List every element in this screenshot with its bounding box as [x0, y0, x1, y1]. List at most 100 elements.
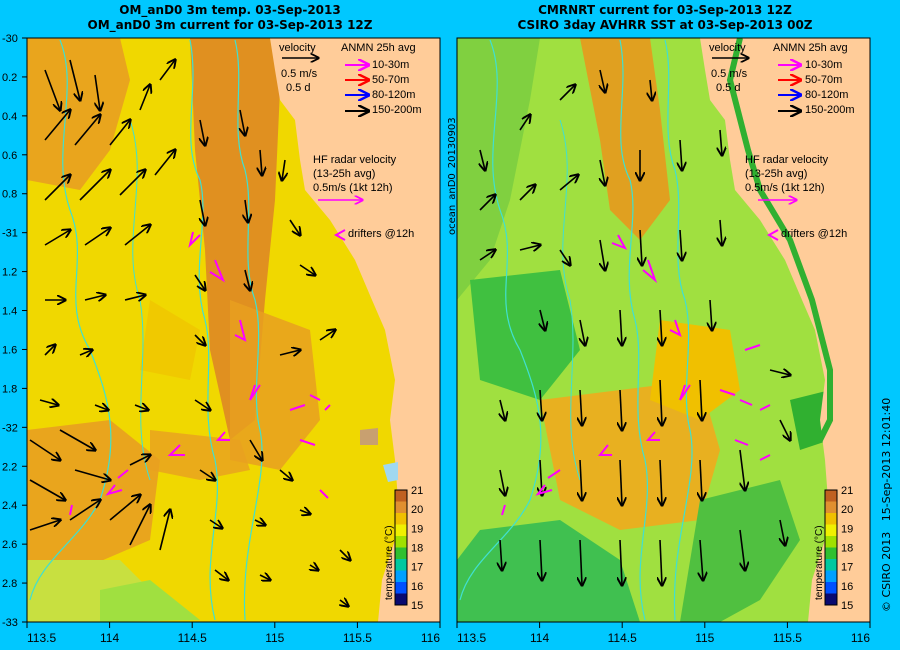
velocity-scale-left: 0.5 m/s 0.5 d — [281, 67, 317, 95]
x-tick-label: 114 — [530, 631, 549, 645]
right-title-line1: CMRNRT current for 03-Sep-2013 12Z — [538, 3, 792, 17]
colorbar-tick: 20 — [411, 504, 423, 516]
x-tick-label: 116 — [851, 631, 870, 645]
depth-150-200-right: 150-200m — [805, 104, 855, 116]
colorbar-tick: 20 — [841, 504, 853, 516]
colorbar-tick: 21 — [841, 485, 853, 497]
hf-legend-left: HF radar velocity (13-25h avg) 0.5m/s (1… — [313, 153, 396, 195]
y-tick-label: 1.2 — [2, 267, 17, 279]
right-title: CMRNRT current for 03-Sep-2013 12Z CSIRO… — [455, 3, 875, 33]
x-tick-label: 114 — [100, 631, 119, 645]
hf-avg: (13-25h avg) — [313, 168, 376, 180]
colorbar-label: temperature (°C) — [814, 525, 825, 600]
colorbar-swatch — [825, 490, 837, 502]
colorbar-swatch — [395, 513, 407, 525]
depth-50-70-right: 50-70m — [805, 74, 843, 86]
depth-80-120: 80-120m — [372, 89, 416, 101]
colorbar-tick: 18 — [841, 543, 853, 555]
x-axis: 113.5 114 114.5 115 115.5 116 113.5 114 114.5 115… — [26, 622, 871, 645]
speed-label: 0.5 m/s — [281, 68, 318, 80]
depth-10-30-right: 10-30m — [805, 59, 843, 71]
colorbar-swatch — [825, 524, 837, 536]
velocity-label: velocity — [279, 42, 316, 54]
depth-80-120-right: 80-120m — [805, 89, 849, 101]
colorbar-swatch — [825, 559, 837, 571]
y-tick-label: 2.8 — [2, 578, 17, 590]
colorbar-swatch — [395, 524, 407, 536]
colorbar-swatch — [825, 593, 837, 605]
colorbar-tick: 16 — [841, 581, 853, 593]
hf-scale-right: 0.5m/s (1kt 12h) — [745, 182, 825, 194]
drifters-label-right: drifters @12h — [781, 228, 848, 240]
colorbar-tick: 18 — [411, 543, 423, 555]
duration-label: 0.5 d — [286, 82, 311, 94]
hf-scale: 0.5m/s (1kt 12h) — [313, 182, 393, 194]
legend-right — [712, 58, 800, 241]
x-tick-label: 113.5 — [457, 631, 486, 645]
left-title-line1: OM_anD0 3m temp. 03-Sep-2013 — [119, 3, 341, 17]
depth-list-right: 10-30m 50-70m 80-120m 150-200m — [805, 58, 855, 118]
colorbar-swatch — [395, 501, 407, 513]
x-tick-label: 115 — [695, 631, 714, 645]
colorbar-swatch — [395, 582, 407, 594]
velocity-legend-left: velocity — [279, 42, 316, 54]
colorbar-swatch — [395, 559, 407, 571]
y-tick-label: 1.8 — [2, 383, 17, 395]
y-axis: -30 0.2 0.4 0.6 0.8 -31 1.2 1.4 1.6 1.8 -32 2.2 2.4 2… — [2, 33, 27, 629]
colorbar-swatch — [395, 490, 407, 502]
depth-list-left: 10-30m 50-70m 80-120m 150-200m — [372, 58, 422, 118]
x-tick-label: 113.5 — [27, 631, 56, 645]
hf-avg-right: (13-25h avg) — [745, 168, 808, 180]
anmn-title-left: ANMN 25h avg — [341, 42, 416, 54]
copyright-text: © CSIRO 2013 — [880, 531, 893, 612]
y-tick-label: 0.4 — [2, 111, 17, 123]
side-label-run: ocean_anD0_20130903 — [447, 117, 458, 235]
y-tick-label: 0.2 — [2, 72, 17, 84]
colorbar-tick: 21 — [411, 485, 423, 497]
right-title-line2: CSIRO 3day AVHRR SST at 03-Sep-2013 00Z — [517, 18, 813, 32]
hf-legend-right: HF radar velocity (13-25h avg) 0.5m/s (1… — [745, 153, 828, 195]
colorbar-swatch — [395, 536, 407, 548]
x-tick-label: 114.5 — [608, 631, 637, 645]
y-tick-label: 1.6 — [2, 344, 17, 356]
colorbar-label: temperature (°C) — [384, 525, 395, 600]
colorbar-tick: 15 — [411, 600, 423, 612]
colorbar-swatch — [395, 547, 407, 559]
colorbar-tick: 15 — [841, 600, 853, 612]
drifters-label-left: drifters @12h — [348, 228, 415, 240]
timestamp-text: 15-Sep-2013 12:01:40 — [880, 397, 893, 522]
colorbar-swatch — [825, 547, 837, 559]
colorbar-tick: 19 — [411, 523, 423, 535]
colorbar-swatch — [825, 582, 837, 594]
colorbar-left: 15 16 17 18 19 20 21 temperature (°C) — [384, 485, 423, 612]
right-map-panel — [456, 37, 871, 623]
y-tick-label: -33 — [2, 617, 18, 629]
y-tick-label: 2.2 — [2, 461, 17, 473]
x-tick-label: 116 — [421, 631, 440, 645]
x-tick-label: 114.5 — [178, 631, 207, 645]
hf-title-right: HF radar velocity — [745, 154, 829, 166]
y-tick-label: 2.4 — [2, 500, 17, 512]
left-title-line2: OM_anD0 3m current for 03-Sep-2013 12Z — [87, 18, 373, 32]
colorbar-tick: 19 — [841, 523, 853, 535]
y-tick-label: 0.8 — [2, 189, 17, 201]
hf-title: HF radar velocity — [313, 154, 397, 166]
depth-150-200: 150-200m — [372, 104, 422, 116]
legend-left — [282, 58, 368, 241]
colorbar-swatch — [825, 501, 837, 513]
velocity-scale-right: 0.5 m/s 0.5 d — [711, 67, 747, 95]
anmn-title-right: ANMN 25h avg — [773, 42, 848, 54]
colorbar-swatch — [825, 536, 837, 548]
speed-label-right: 0.5 m/s — [711, 68, 748, 80]
depth-10-30: 10-30m — [372, 59, 410, 71]
colorbar-swatch — [395, 593, 407, 605]
x-tick-label: 115.5 — [773, 631, 802, 645]
colorbar-swatch — [825, 570, 837, 582]
left-map-panel — [26, 37, 441, 623]
y-tick-label: -31 — [2, 228, 18, 240]
velocity-label-right: velocity — [709, 42, 746, 54]
y-tick-label: -32 — [2, 422, 18, 434]
y-tick-label: 1.4 — [2, 306, 17, 318]
footer-stamp: © CSIRO 2013 15-Sep-2013 12:01:40 — [880, 398, 893, 612]
